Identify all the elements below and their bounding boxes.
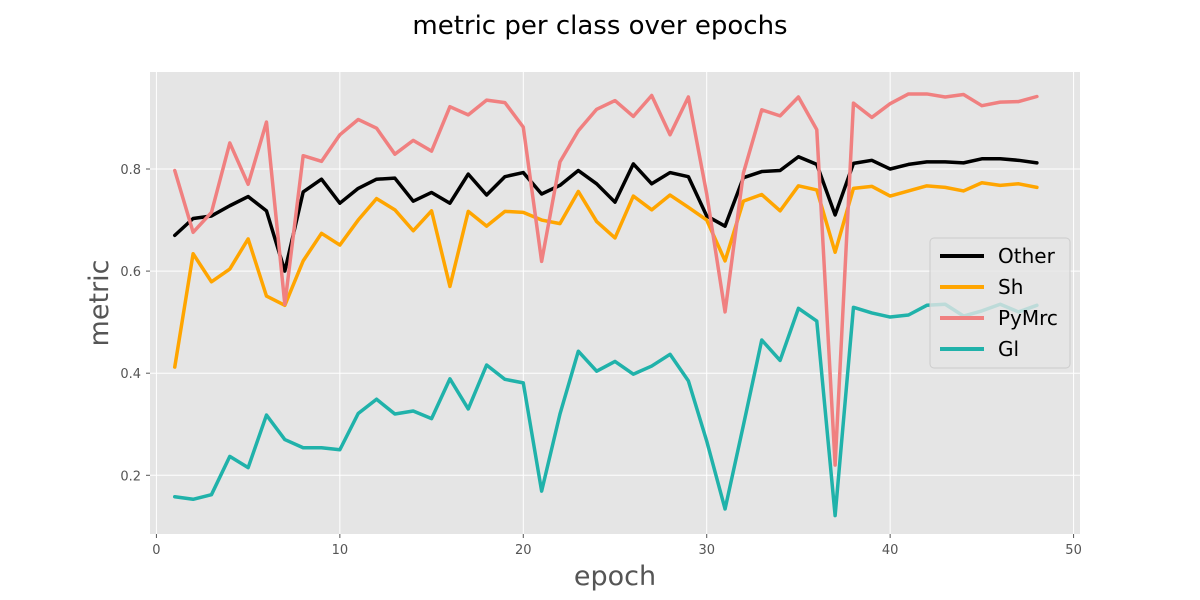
series-line-other [173,154,1039,273]
plot-area [150,72,1080,534]
y-axis-label: metric [84,260,115,347]
series-lines [173,92,1039,518]
series-line-pymrc [173,92,1039,467]
legend-label-other: Other [998,244,1056,268]
tick-labels: 0 10 20 30 40 50 0.2 0.4 0.6 0.8 [120,163,1082,558]
y-tick-label: 0.4 [120,367,141,382]
series-line-sh [173,181,1039,369]
legend-label-sh: Sh [998,275,1023,299]
x-tick-label: 40 [882,543,899,558]
gridlines [150,72,1080,534]
x-tick-label: 0 [152,543,160,558]
x-tick-label: 10 [332,543,349,558]
chart-title: metric per class over epochs [412,11,787,41]
y-tick-label: 0.8 [120,163,141,178]
legend-label-pymrc: PyMrc [998,306,1058,330]
x-tick-label: 50 [1065,543,1082,558]
legend: Other Sh PyMrc Gl [929,237,1071,369]
y-tick-label: 0.2 [120,469,141,484]
legend-frame [929,237,1071,369]
x-axis-label: epoch [574,561,656,592]
y-tick-label: 0.6 [120,265,141,280]
series-line-gl [173,302,1039,518]
x-tick-label: 20 [515,543,532,558]
legend-label-gl: Gl [998,337,1019,361]
x-tick-label: 30 [698,543,715,558]
